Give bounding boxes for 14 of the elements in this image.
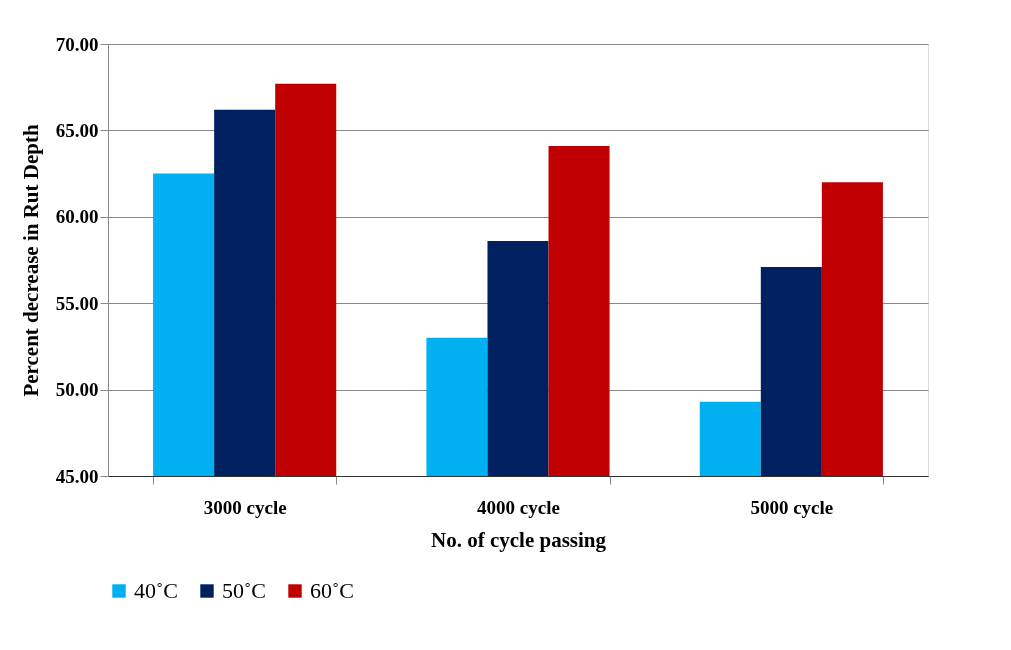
x-tick-label: 3000 cycle [203, 496, 287, 518]
legend-label: 60˚C [310, 578, 354, 603]
y-axis-title: Percent decrease in Rut Depth [18, 124, 43, 397]
x-tick-label: 5000 cycle [750, 496, 834, 518]
y-tick-label: 70.00 [55, 33, 99, 55]
x-tick-label: 4000 cycle [477, 496, 560, 518]
y-tick-label: 65.00 [55, 119, 99, 141]
y-tick-label: 60.00 [55, 206, 99, 228]
legend-label: 40˚C [134, 578, 178, 603]
y-tick-label: 45.00 [55, 465, 99, 487]
x-axis-title: No. of cycle passing [431, 527, 607, 552]
legend-label: 50˚C [222, 578, 266, 603]
y-tick-label: 55.00 [55, 292, 99, 314]
y-tick-label: 50.00 [55, 379, 99, 401]
